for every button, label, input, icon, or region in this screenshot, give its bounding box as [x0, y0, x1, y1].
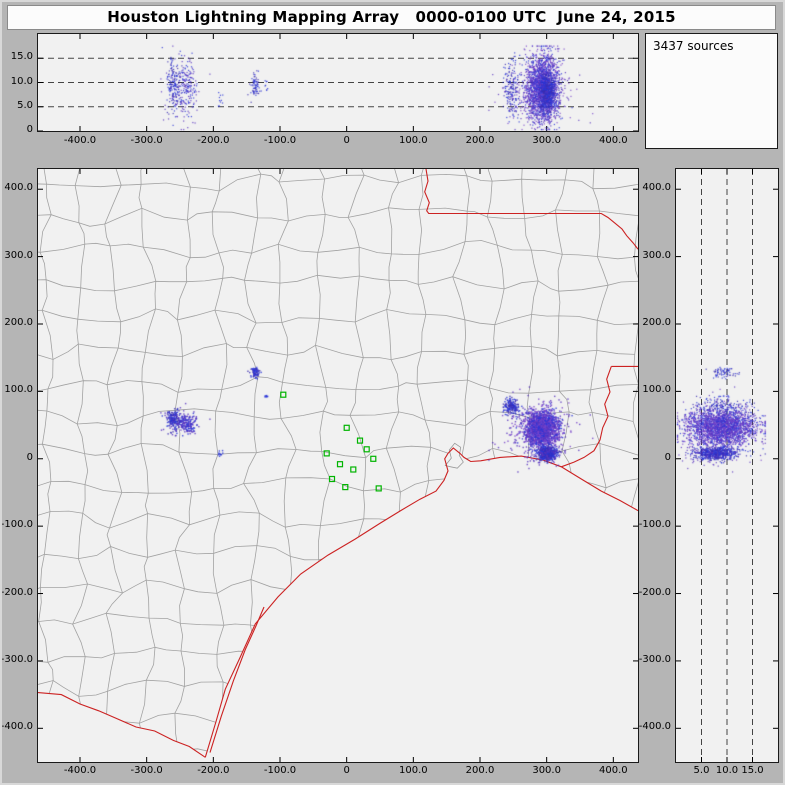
- y-tick-label: 200.0: [4, 316, 33, 328]
- y-tick-label: 15.0: [10, 51, 33, 63]
- y-tick-label: 5.0: [17, 99, 33, 111]
- x-tick-label: -200.0: [197, 135, 230, 146]
- x-tick-label: 100.0: [399, 765, 428, 776]
- x-tick-label: 300.0: [532, 135, 561, 146]
- y-tick-label: 400.0: [4, 182, 33, 194]
- x-tick-label: -400.0: [63, 135, 97, 146]
- right-panel-ns-tick-labels: 400.0 300.0 200.0 100.0 0 -100.0 -200.0 -300.0 -…: [638, 168, 673, 761]
- y-tick-label: 300.0: [4, 249, 33, 261]
- sources-count-label: 3437 sources: [653, 39, 734, 53]
- page-title: Houston Lightning Mapping Array 0000-010…: [7, 5, 776, 30]
- right-panel-altitude-tick-labels: 5.0 10.0 15.0: [676, 763, 778, 779]
- x-tick-label: 10.0: [715, 765, 739, 776]
- x-tick-label: 0: [343, 135, 350, 146]
- y-tick-label: 0: [26, 124, 33, 135]
- top-panel-ew-tick-labels: -400.0 -300.0 -200.0 -100.0 0 100.0 200.0 300.0…: [38, 133, 638, 149]
- y-tick-label: -300.0: [0, 653, 33, 665]
- x-tick-label: 400.0: [599, 765, 628, 776]
- y-tick-label: 100.0: [4, 384, 33, 396]
- y-tick-label: -300.0: [638, 653, 671, 665]
- x-tick-label: 200.0: [465, 135, 495, 146]
- y-tick-label: -200.0: [638, 586, 671, 598]
- y-tick-label: 200.0: [642, 316, 671, 328]
- x-tick-label: 5.0: [693, 765, 710, 776]
- sources-count-panel: 3437 sources: [645, 33, 778, 149]
- altitude-vs-ns-sources-canvas[interactable]: [676, 169, 778, 762]
- map-ew-tick-labels: -400.0 -300.0 -200.0 -100.0 0 100.0 200.0 300.0…: [38, 763, 638, 779]
- x-tick-label: 200.0: [465, 765, 495, 776]
- altitude-vs-ew-panel[interactable]: [37, 33, 639, 132]
- x-tick-label: 300.0: [532, 765, 561, 776]
- y-tick-label: -400.0: [0, 721, 33, 733]
- x-tick-label: -400.0: [63, 765, 97, 776]
- plan-view-map-panel[interactable]: [37, 168, 639, 763]
- x-tick-label: 0: [343, 765, 350, 776]
- y-tick-label: 400.0: [642, 182, 671, 194]
- x-tick-label: 400.0: [599, 135, 628, 146]
- x-tick-label: 100.0: [399, 135, 428, 146]
- y-tick-label: 0: [26, 451, 33, 463]
- plan-view-sources-canvas[interactable]: [38, 169, 638, 762]
- top-panel-altitude-tick-labels: 15.0 10.0 5.0 0: [3, 33, 35, 135]
- x-tick-label: -300.0: [130, 135, 163, 146]
- x-tick-label: -100.0: [263, 135, 297, 146]
- altitude-vs-ew-sources-canvas[interactable]: [38, 34, 638, 131]
- x-tick-label: -100.0: [263, 765, 297, 776]
- y-tick-label: -100.0: [638, 519, 671, 531]
- y-tick-label: 300.0: [642, 249, 671, 261]
- y-tick-label: -200.0: [0, 586, 33, 598]
- y-tick-label: -100.0: [0, 519, 33, 531]
- map-ns-tick-labels: 400.0 300.0 200.0 100.0 0 -100.0 -200.0 -300.0 -…: [0, 168, 35, 761]
- y-tick-label: 10.0: [10, 75, 33, 87]
- x-tick-label: -300.0: [130, 765, 163, 776]
- y-tick-label: -400.0: [638, 721, 671, 733]
- x-tick-label: 15.0: [741, 765, 764, 776]
- x-tick-label: -200.0: [197, 765, 230, 776]
- y-tick-label: 100.0: [642, 384, 671, 396]
- y-tick-label: 0: [664, 451, 671, 463]
- altitude-vs-ns-panel[interactable]: [675, 168, 779, 763]
